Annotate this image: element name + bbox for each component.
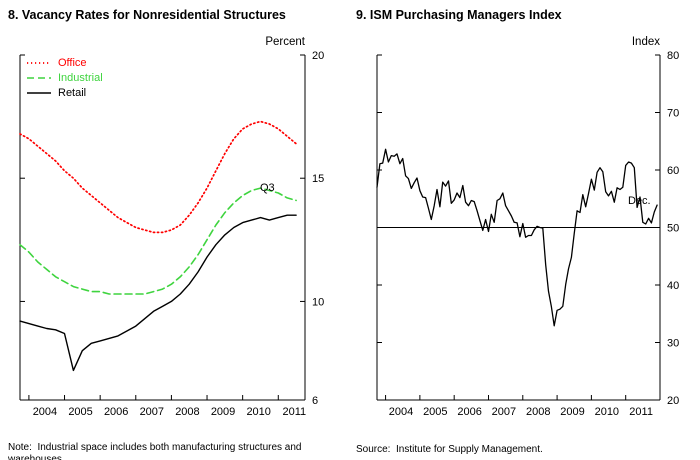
y-tick-label: 80 (667, 50, 679, 62)
latest-month-annotation: Dec. (628, 195, 651, 207)
right-chart-footnotes: Source: Institute for Supply Management. (356, 419, 686, 460)
x-tick-label: 2009 (560, 406, 584, 418)
x-tick-label: 2010 (246, 406, 270, 418)
right-chart-source: Source: Institute for Supply Management. (356, 444, 543, 455)
ism-pmi-line (376, 148, 658, 327)
latest-quarter-annotation: Q3 (260, 182, 275, 194)
x-tick-label: 2005 (68, 406, 92, 418)
x-tick-label: 2008 (175, 406, 199, 418)
retail-line (19, 214, 297, 372)
chart-legend: Office Industrial Retail (26, 55, 103, 100)
y-axis-unit-index: Index (631, 36, 660, 48)
industrial-line-sample-icon (27, 76, 51, 79)
x-tick-label: 2004 (33, 406, 57, 418)
y-tick-label: 70 (667, 108, 679, 120)
x-tick-label: 2006 (457, 406, 481, 418)
y-tick-label: 20 (312, 50, 324, 62)
office-line (19, 120, 297, 234)
y-tick-label: 20 (667, 395, 679, 407)
x-tick-label: 2007 (492, 406, 516, 418)
legend-label-industrial: Industrial (58, 71, 103, 84)
y-tick-label: 6 (312, 395, 318, 407)
x-tick-label: 2010 (595, 406, 619, 418)
y-tick-label: 50 (667, 223, 679, 235)
x-tick-label: 2009 (211, 406, 235, 418)
x-tick-label: 2011 (629, 406, 653, 418)
y-tick-label: 40 (667, 280, 679, 292)
left-chart-note: Note: Industrial space includes both man… (8, 442, 305, 460)
legend-label-office: Office (58, 56, 87, 69)
y-tick-label: 10 (312, 296, 324, 308)
y-tick-label: 60 (667, 165, 679, 177)
retail-line-sample-icon (27, 91, 51, 94)
x-tick-label: 2007 (140, 406, 164, 418)
chart-title-vacancy-rates: 8. Vacancy Rates for Nonresidential Stru… (8, 8, 286, 22)
y-axis-unit-percent: Percent (265, 36, 305, 48)
legend-item-industrial: Industrial (26, 70, 103, 85)
x-tick-label: 2006 (104, 406, 128, 418)
legend-item-retail: Retail (26, 85, 103, 100)
x-tick-label: 2008 (526, 406, 550, 418)
x-tick-label: 2004 (389, 406, 413, 418)
legend-item-office: Office (26, 55, 103, 70)
x-tick-label: 2005 (423, 406, 447, 418)
left-chart-footnotes: Note: Industrial space includes both man… (8, 419, 348, 460)
y-tick-label: 30 (667, 338, 679, 350)
y-tick-label: 15 (312, 173, 324, 185)
chart-title-ism-pmi: 9. ISM Purchasing Managers Index (356, 8, 562, 22)
legend-label-retail: Retail (58, 86, 87, 99)
x-tick-label: 2011 (282, 406, 306, 418)
industrial-line (19, 187, 297, 295)
office-line-sample-icon (27, 61, 51, 64)
